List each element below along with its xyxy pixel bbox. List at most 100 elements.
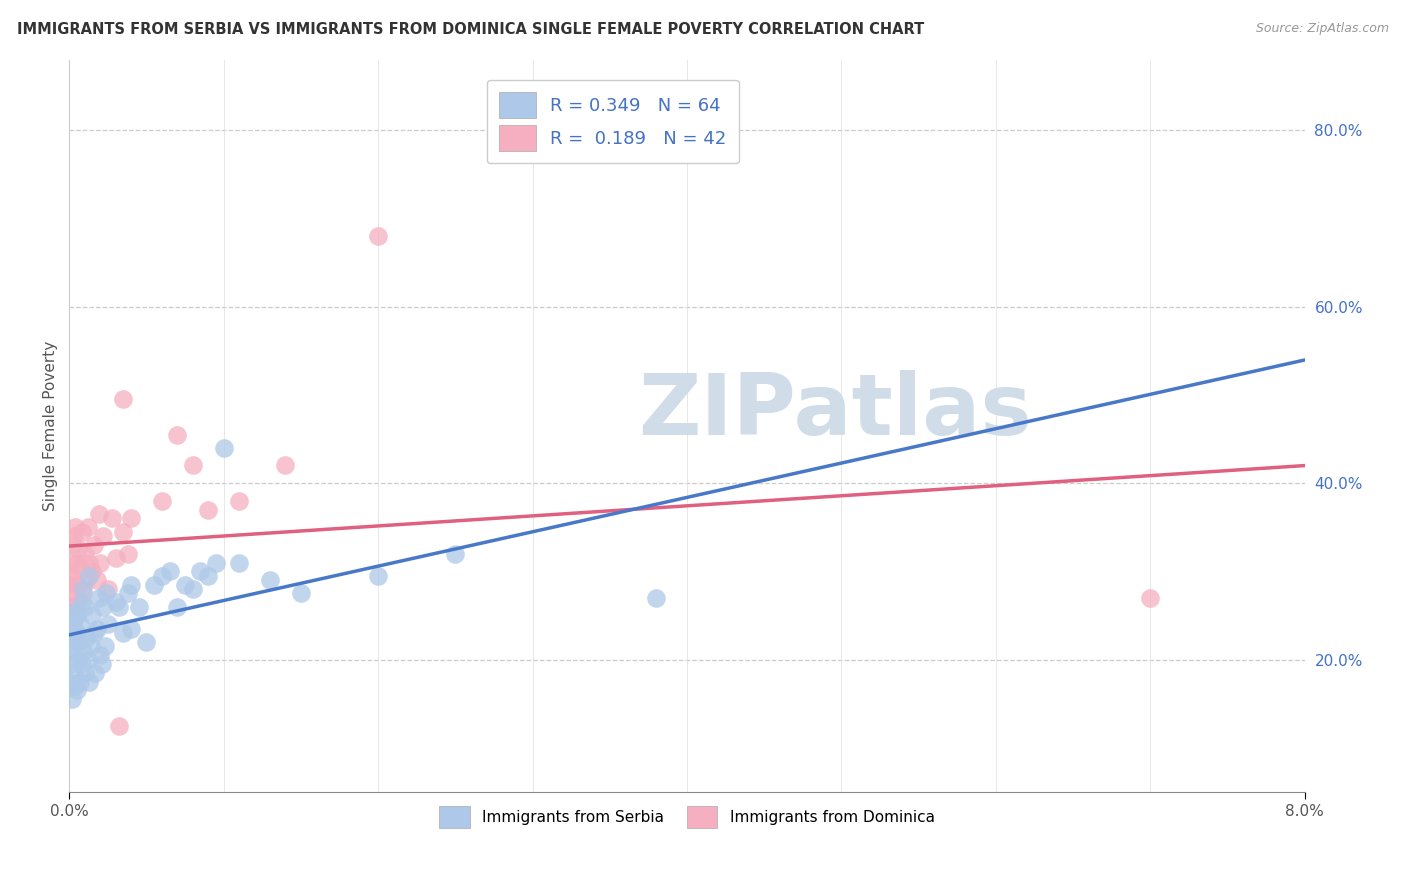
Point [86,622,108,636]
Point [70,657,93,671]
Point [59,657,82,671]
Point [59,599,82,614]
Point [84,665,107,680]
Point [60,538,83,552]
Point [159,565,181,579]
Point [79,568,101,582]
Point [228,493,250,508]
Point [67,577,90,591]
Text: ZIPatlas: ZIPatlas [638,369,1032,452]
Point [128,599,150,614]
Point [72,586,94,600]
Point [645,591,668,605]
Point [104,551,127,566]
Point [70,524,93,539]
Point [69,617,91,632]
Point [65,573,87,587]
Point [96,586,118,600]
Point [181,582,204,596]
Point [117,547,139,561]
Point [63,529,86,543]
Text: IMMIGRANTS FROM SERBIA VS IMMIGRANTS FROM DOMINICA SINGLE FEMALE POVERTY CORRELA: IMMIGRANTS FROM SERBIA VS IMMIGRANTS FRO… [17,22,924,37]
Point [117,586,139,600]
Point [60,631,83,645]
Point [87,591,110,605]
Point [91,529,114,543]
Point [367,568,389,582]
Point [70,595,93,609]
Point [107,719,129,733]
Point [190,565,212,579]
Y-axis label: Single Female Poverty: Single Female Poverty [44,341,58,511]
Point [82,565,104,579]
Point [63,613,86,627]
Point [83,538,105,552]
Point [75,631,97,645]
Point [60,692,83,706]
Point [67,635,90,649]
Point [367,229,389,244]
Point [228,556,250,570]
Point [58,577,80,591]
Point [76,520,98,534]
Point [66,608,89,623]
Point [181,458,204,473]
Point [120,577,142,591]
Point [63,622,86,636]
Point [65,640,87,654]
Point [444,547,467,561]
Point [72,582,94,596]
Point [107,599,129,614]
Point [73,547,96,561]
Point [60,568,83,582]
Point [135,635,157,649]
Point [197,568,219,582]
Point [1139,591,1161,605]
Point [59,644,82,658]
Point [86,573,108,587]
Point [259,573,281,587]
Legend: Immigrants from Serbia, Immigrants from Dominica: Immigrants from Serbia, Immigrants from … [432,798,942,836]
Point [67,542,90,557]
Point [97,617,120,632]
Point [94,640,117,654]
Point [120,511,142,525]
Point [143,577,166,591]
Point [150,568,173,582]
Point [66,595,89,609]
Point [65,520,87,534]
Point [73,665,96,680]
Point [73,599,96,614]
Point [82,608,104,623]
Point [166,599,188,614]
Point [83,626,105,640]
Point [197,502,219,516]
Point [79,674,101,689]
Point [166,427,188,442]
Point [89,648,111,663]
Point [120,622,142,636]
Point [72,644,94,658]
Point [274,458,297,473]
Point [97,582,120,596]
Point [58,674,80,689]
Point [112,626,135,640]
Point [212,441,235,455]
Point [76,652,98,666]
Point [87,507,110,521]
Point [66,556,89,570]
Point [69,674,91,689]
Point [63,586,86,600]
Point [67,652,90,666]
Point [112,524,135,539]
Point [104,595,127,609]
Point [69,560,91,574]
Point [79,556,101,570]
Text: Source: ZipAtlas.com: Source: ZipAtlas.com [1256,22,1389,36]
Point [59,556,82,570]
Point [150,493,173,508]
Point [205,556,228,570]
Point [112,392,135,407]
Point [90,657,112,671]
Point [89,556,111,570]
